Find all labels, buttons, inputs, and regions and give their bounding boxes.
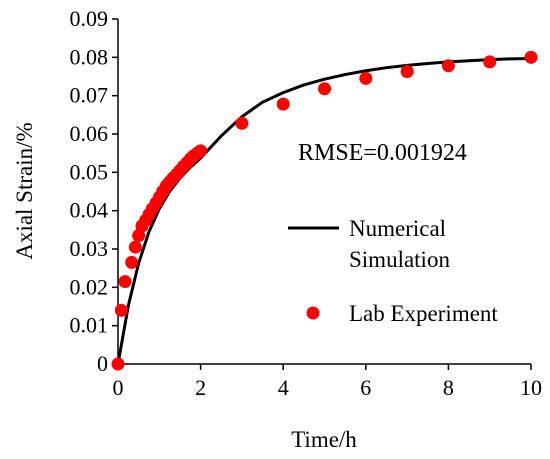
- x-axis-title: Time/h: [291, 427, 357, 452]
- data-point-lab-experiment: [235, 116, 249, 130]
- data-point-lab-experiment: [400, 65, 414, 79]
- y-tick-label: 0.05: [70, 159, 109, 184]
- data-point-lab-experiment: [111, 357, 125, 371]
- legend: Numerical Simulation Lab Experiment: [288, 216, 498, 326]
- plot-area: [111, 50, 538, 371]
- y-tick-label: 0.09: [70, 6, 109, 31]
- x-tick-label: 0: [113, 375, 124, 400]
- data-point-lab-experiment: [128, 240, 142, 254]
- rmse-annotation: RMSE=0.001924: [298, 140, 467, 166]
- data-point-lab-experiment: [194, 144, 208, 158]
- y-axis-title: Axial Strain/%: [12, 122, 37, 259]
- data-point-lab-experiment: [524, 50, 538, 64]
- y-tick-label: 0.02: [70, 274, 109, 299]
- legend-label-numerical-simulation-line2: Simulation: [349, 247, 450, 272]
- x-tick-label: 4: [278, 375, 289, 400]
- data-point-lab-experiment: [318, 82, 331, 96]
- y-tick-label: 0.01: [70, 313, 109, 338]
- x-tick-label: 6: [360, 375, 371, 400]
- y-ticks: 0 0.01 0.02 0.03 0.04 0.05 0.06 0.07 0.08 0.09: [70, 6, 118, 376]
- y-tick-label: 0: [97, 351, 108, 376]
- legend-label-numerical-simulation-line1: Numerical: [349, 216, 446, 241]
- y-tick-label: 0.03: [70, 236, 109, 261]
- data-point-lab-experiment: [483, 55, 497, 69]
- data-point-lab-experiment: [118, 275, 132, 289]
- y-tick-label: 0.07: [70, 83, 109, 108]
- y-tick-label: 0.06: [70, 121, 109, 146]
- legend-label-lab-experiment: Lab Experiment: [349, 301, 498, 326]
- x-tick-label: 10: [520, 375, 542, 400]
- x-tick-label: 8: [443, 375, 454, 400]
- y-tick-label: 0.08: [70, 44, 109, 69]
- x-tick-label: 2: [195, 375, 206, 400]
- data-point-lab-experiment: [114, 303, 128, 317]
- data-point-lab-experiment: [441, 59, 455, 73]
- data-point-lab-experiment: [125, 255, 139, 269]
- y-tick-label: 0.04: [70, 198, 109, 223]
- data-point-lab-experiment: [276, 97, 290, 111]
- data-point-lab-experiment: [359, 71, 373, 85]
- x-ticks: 0 2 4 6 8 10: [113, 364, 542, 400]
- legend-marker-lab-experiment: [306, 306, 320, 320]
